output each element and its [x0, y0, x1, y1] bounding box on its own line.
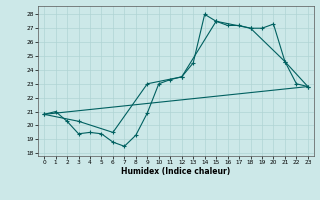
X-axis label: Humidex (Indice chaleur): Humidex (Indice chaleur) [121, 167, 231, 176]
